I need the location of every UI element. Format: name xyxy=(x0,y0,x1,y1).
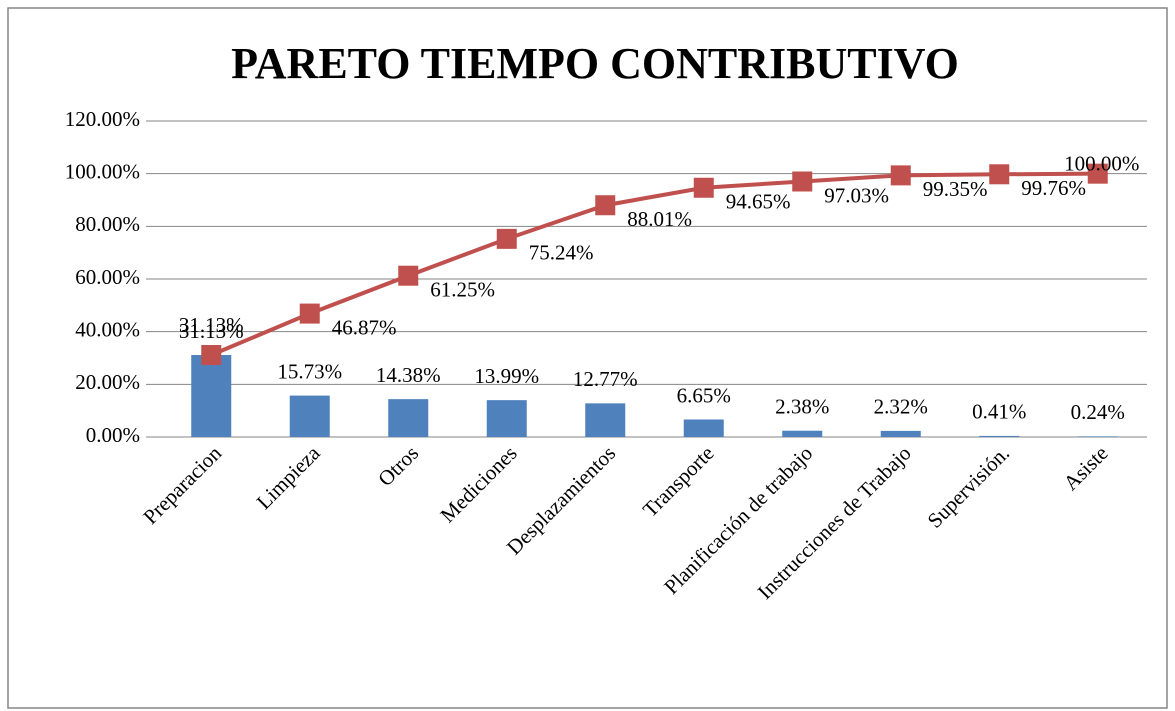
bar-value-label: 0.41% xyxy=(972,400,1026,424)
line-marker xyxy=(989,164,1010,185)
line-value-label: 99.35% xyxy=(923,177,988,201)
bar-value-label: 2.38% xyxy=(775,395,829,419)
chart-title: PARETO TIEMPO CONTRIBUTIVO xyxy=(231,39,959,88)
bar xyxy=(782,430,823,437)
bar-value-label: 14.38% xyxy=(376,363,441,387)
bar-value-label: 13.99% xyxy=(474,364,539,388)
y-tick-label: 40.00% xyxy=(75,317,140,341)
line-marker xyxy=(1087,163,1108,184)
chart-frame xyxy=(7,7,1168,709)
line-marker xyxy=(201,345,222,366)
line-value-label: 97.03% xyxy=(824,183,889,207)
y-tick-label: 0.00% xyxy=(86,423,140,447)
line-value-label: 99.76% xyxy=(1021,176,1086,200)
bar xyxy=(880,430,921,437)
line-value-label: 88.01% xyxy=(627,207,692,231)
y-tick-label: 80.00% xyxy=(75,212,140,236)
bar xyxy=(191,355,232,437)
line-marker xyxy=(496,228,517,249)
line-marker xyxy=(792,171,813,192)
bar-value-label: 6.65% xyxy=(677,383,731,407)
bar xyxy=(486,400,527,437)
bar xyxy=(979,435,1020,437)
line-marker xyxy=(398,265,419,286)
line-marker xyxy=(890,165,911,186)
bar-value-label: 12.77% xyxy=(573,367,638,391)
line-marker xyxy=(595,195,616,216)
bar xyxy=(289,395,330,437)
bar xyxy=(388,399,429,437)
line-marker xyxy=(693,177,714,198)
line-marker xyxy=(299,303,320,324)
y-tick-label: 60.00% xyxy=(75,265,140,289)
y-tick-label: 20.00% xyxy=(75,370,140,394)
line-value-label: 31.13% xyxy=(179,313,244,337)
bar-value-label: 0.24% xyxy=(1071,400,1125,424)
bar xyxy=(1077,436,1118,437)
line-value-label: 61.25% xyxy=(430,278,495,302)
y-tick-label: 100.00% xyxy=(65,159,140,183)
bar-value-label: 15.73% xyxy=(277,359,342,383)
line-value-label: 94.65% xyxy=(726,190,791,214)
bar-value-label: 2.32% xyxy=(874,395,928,419)
bar xyxy=(683,419,724,437)
cumulative-line xyxy=(210,171,1098,357)
bar-value-label: 31.13% xyxy=(179,319,244,343)
line-value-label: 100.00% xyxy=(1064,151,1139,175)
line-value-label: 75.24% xyxy=(529,241,594,265)
bar xyxy=(585,403,626,437)
line-value-label: 46.87% xyxy=(332,315,397,339)
y-tick-label: 120.00% xyxy=(65,107,140,131)
